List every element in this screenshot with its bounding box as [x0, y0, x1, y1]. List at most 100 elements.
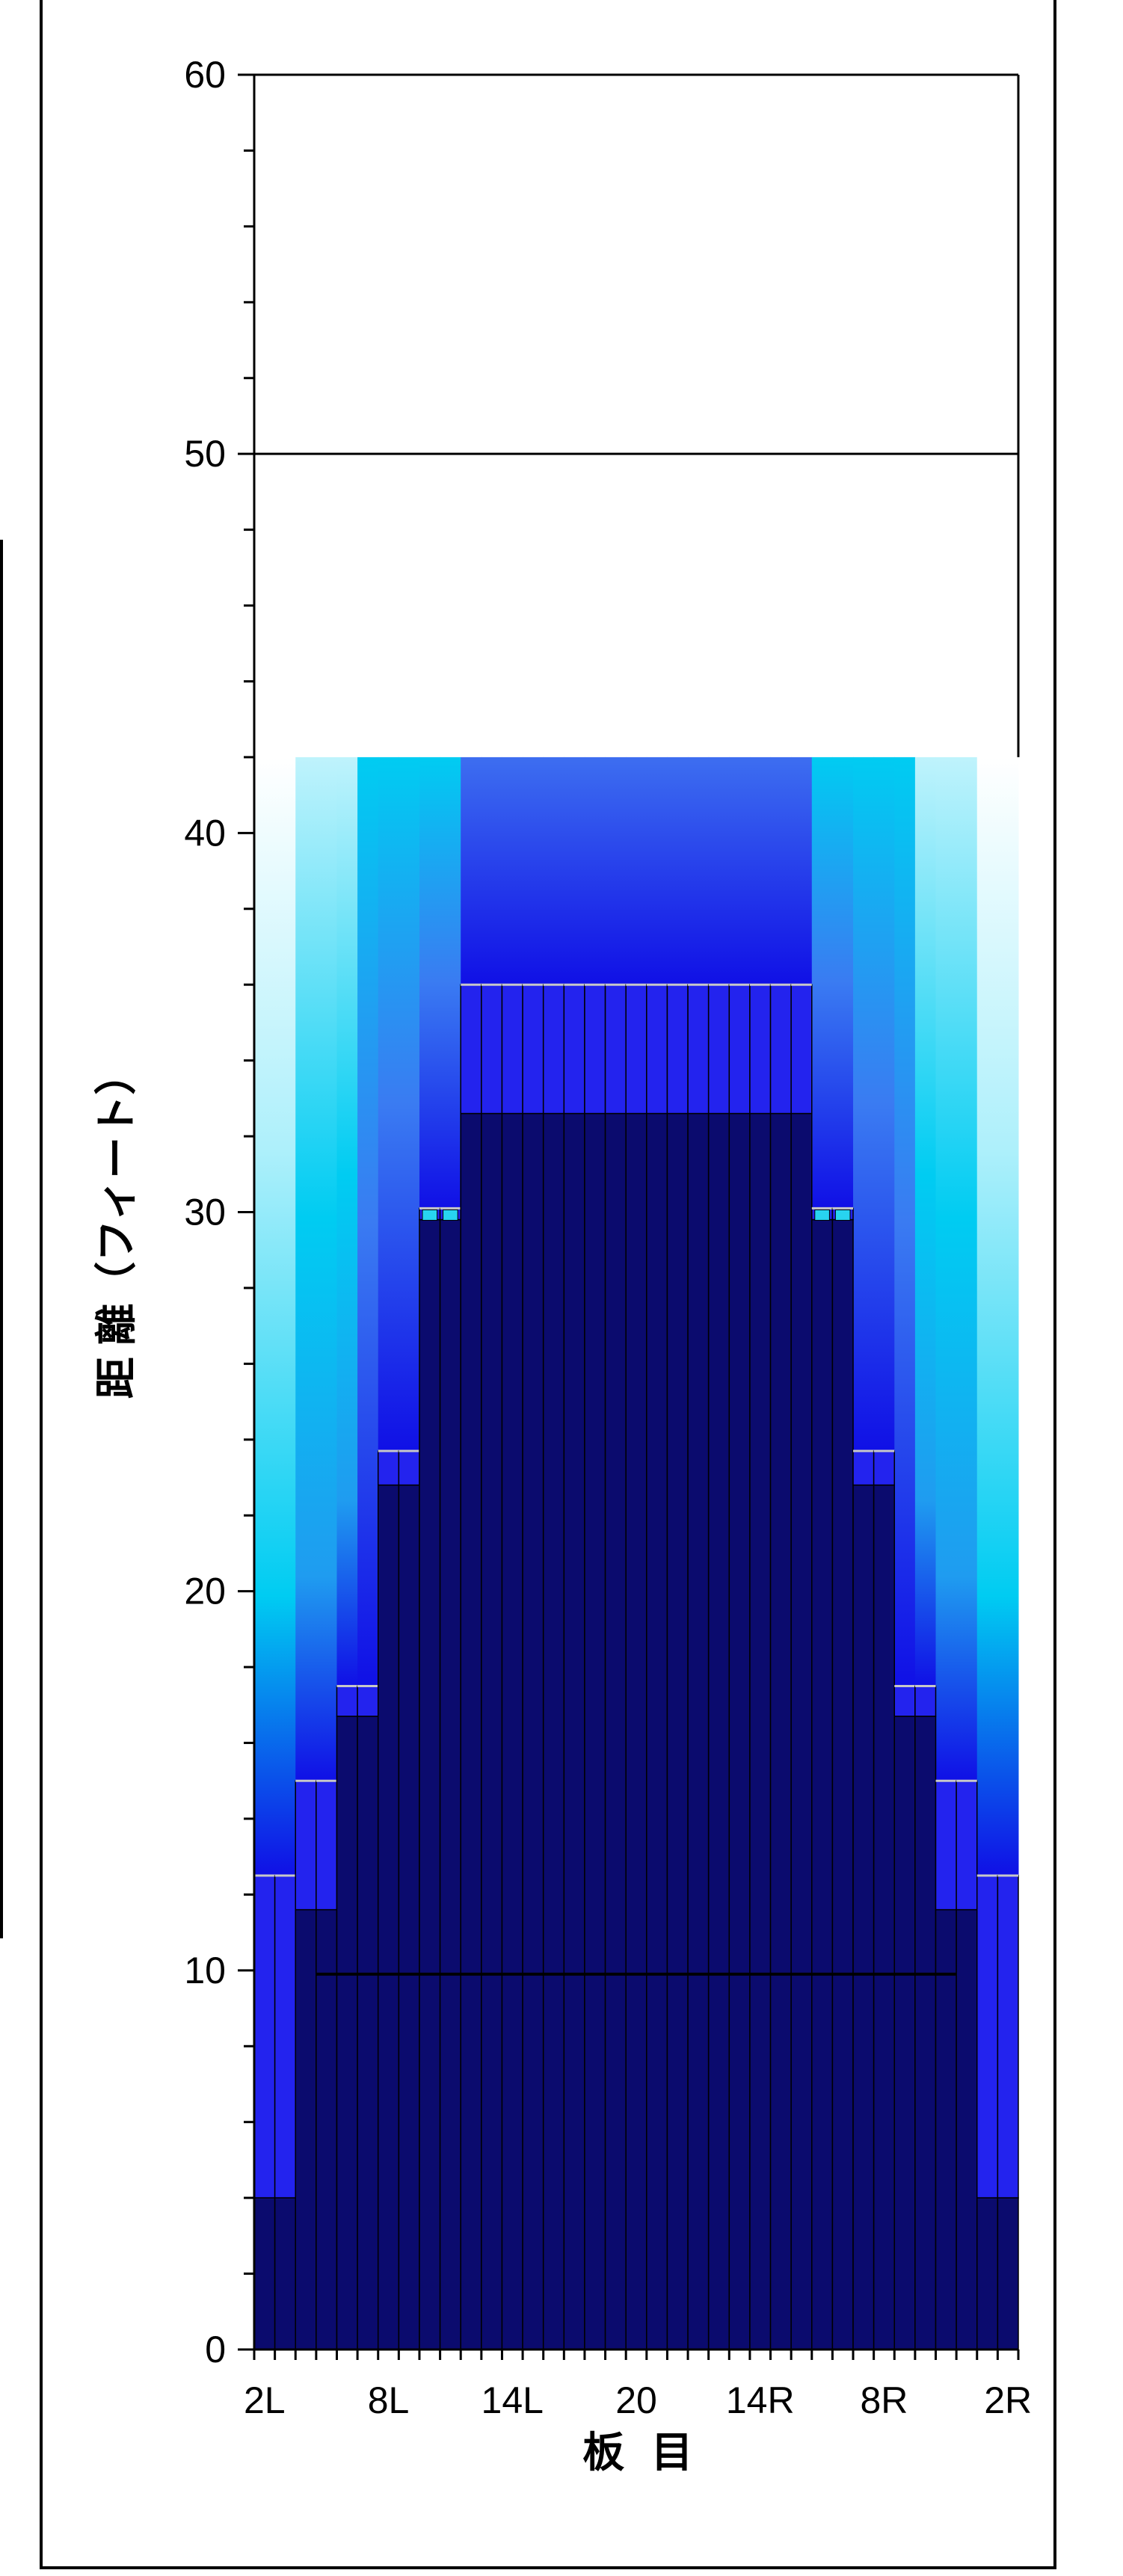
dark-bar	[357, 1716, 379, 2350]
mid-bar	[316, 1780, 338, 1911]
glow-band	[667, 757, 689, 985]
outer-frame	[40, 0, 1056, 2569]
dark-bar	[274, 2197, 296, 2350]
dark-bar	[769, 1112, 792, 2350]
dark-bar	[398, 1484, 420, 2350]
mid-bar	[295, 1780, 317, 1911]
y-tick-label: 10	[184, 1950, 226, 1991]
glow-band	[708, 757, 730, 985]
dark-bar	[604, 1112, 627, 2350]
dark-bar	[584, 1112, 606, 2350]
glow-band	[481, 757, 502, 985]
y-tick-label: 40	[184, 812, 226, 854]
dark-bar	[893, 1716, 916, 2350]
mid-bar	[501, 984, 523, 1115]
glow-band	[997, 757, 1019, 1876]
x-tick-label: 14R	[726, 2379, 795, 2421]
glow-band	[749, 757, 772, 985]
mid-bar	[336, 1685, 358, 1717]
glow-band	[626, 757, 647, 985]
x-tick-label: 2R	[984, 2379, 1032, 2421]
mid-bar	[956, 1780, 978, 1911]
glow-band	[811, 757, 833, 1209]
mid-bar	[666, 984, 689, 1115]
glow-band	[399, 757, 420, 1452]
dark-bar	[460, 1112, 482, 2350]
glow-band	[791, 757, 813, 985]
dark-bar	[831, 1218, 854, 2350]
y-tick-label: 60	[184, 54, 226, 96]
mid-bar	[253, 1875, 276, 2198]
dark-bar	[439, 1218, 461, 2350]
x-tick-label: 8R	[860, 2379, 908, 2421]
dark-bar	[749, 1112, 772, 2350]
mid-bar	[769, 984, 792, 1115]
mid-bar	[625, 984, 647, 1115]
dark-bar	[253, 2197, 276, 2350]
y-axis-title: 距 離（フィート）	[93, 1053, 140, 1399]
glow-band	[853, 757, 875, 1452]
chart-bars	[253, 983, 1019, 2350]
glow-band	[419, 757, 441, 1209]
dark-bar	[873, 1484, 896, 2350]
mid-bar	[707, 984, 730, 1115]
glow-band	[935, 757, 957, 1781]
x-tick-label: 14L	[481, 2379, 544, 2421]
dark-bar	[419, 1218, 441, 2350]
glow-band	[461, 757, 482, 985]
dark-bar	[646, 1112, 668, 2350]
dark-bar	[563, 1112, 585, 2350]
dark-bar	[336, 1716, 358, 2350]
dark-bar	[295, 1908, 317, 2350]
glow-band	[316, 757, 337, 1781]
glow-band	[295, 757, 317, 1781]
mid-bar	[542, 984, 565, 1115]
mid-bar	[852, 1450, 875, 1486]
glow-band	[523, 757, 544, 985]
glow-band	[440, 757, 461, 1209]
mid-bar	[584, 984, 606, 1115]
dark-bar	[316, 1908, 338, 2350]
bar-marker	[834, 1209, 851, 1221]
dark-bar	[976, 2197, 999, 2350]
glow-band	[564, 757, 585, 985]
dark-bar	[811, 1218, 834, 2350]
chart-labels: 0 10 20 30 40 50 60 2L 8L 14L 20 14R 8R 2R	[184, 54, 1032, 2421]
dark-bar	[481, 1112, 503, 2350]
glow-band	[688, 757, 710, 985]
dark-bar	[501, 1112, 523, 2350]
y-tick-label: 20	[184, 1571, 226, 1612]
mid-bar	[893, 1685, 916, 1717]
x-axis-title: 板 目	[582, 2429, 701, 2476]
y-tick-label: 30	[184, 1192, 226, 1233]
mid-bar	[481, 984, 503, 1115]
mid-bar	[522, 984, 544, 1115]
glow-band	[584, 757, 606, 985]
mid-bar	[646, 984, 668, 1115]
dark-bar	[625, 1112, 647, 2350]
mid-bar	[687, 984, 710, 1115]
dark-bar	[935, 1908, 957, 2350]
glow-band	[894, 757, 916, 1686]
glow-band	[378, 757, 399, 1452]
dark-bar	[707, 1112, 730, 2350]
mid-bar	[274, 1875, 296, 2198]
mid-bar	[790, 984, 813, 1115]
bar-marker	[422, 1209, 438, 1221]
mid-bar	[997, 1875, 1019, 2198]
dark-bar	[687, 1112, 710, 2350]
glow-band	[956, 757, 978, 1781]
glow-band	[254, 757, 276, 1876]
glow-band	[605, 757, 627, 985]
dark-bar	[914, 1716, 937, 2350]
dark-bar	[997, 2197, 1019, 2350]
x-tick-label: 2L	[244, 2379, 286, 2421]
glow-band	[502, 757, 523, 985]
mid-bar	[604, 984, 627, 1115]
mid-bar	[563, 984, 585, 1115]
dark-bar	[542, 1112, 565, 2350]
mid-bar	[398, 1450, 420, 1486]
mid-bar	[357, 1685, 379, 1717]
mid-bar	[935, 1780, 957, 1911]
dark-bar	[852, 1484, 875, 2350]
